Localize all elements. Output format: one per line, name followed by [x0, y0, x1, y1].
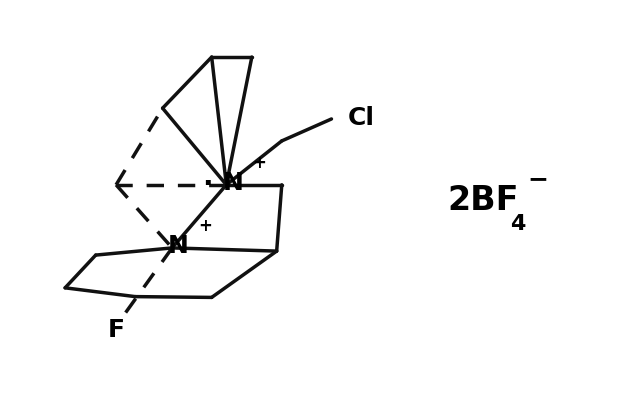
Text: N: N [222, 170, 243, 194]
Text: +: + [253, 153, 266, 171]
Text: Cl: Cl [348, 106, 374, 130]
Text: ·: · [202, 169, 212, 197]
Text: −: − [527, 167, 548, 190]
Text: 2BF: 2BF [447, 184, 519, 217]
Text: 4: 4 [510, 214, 525, 233]
Text: +: + [198, 216, 212, 234]
Text: N: N [168, 233, 189, 257]
Text: F: F [108, 317, 125, 341]
